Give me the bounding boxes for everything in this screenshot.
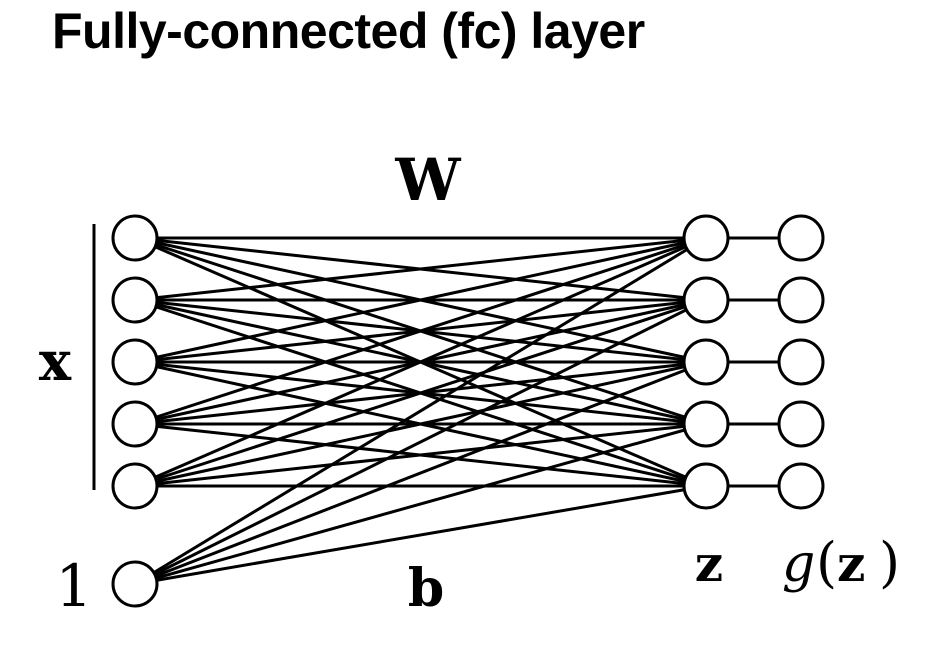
bias-edge (134, 484, 707, 586)
bias-edge (134, 236, 707, 586)
bias-edge (134, 298, 707, 586)
activation-node (777, 400, 825, 448)
weight-edge (134, 298, 707, 488)
weight-edge (134, 236, 707, 488)
weight-edge (134, 236, 707, 364)
pre-activation-node (682, 462, 730, 510)
activation-close-paren: ) (879, 531, 900, 594)
weight-edge (134, 236, 707, 426)
weight-edge (134, 236, 707, 302)
pre-activation-node (682, 214, 730, 262)
nodes-group (111, 214, 825, 608)
input-vector-label: x (39, 329, 72, 393)
input-node (111, 214, 159, 262)
activation-label: g ( z ) (782, 531, 900, 594)
pre-activation-node (682, 276, 730, 324)
input-node (111, 400, 159, 448)
activation-func-label: g (782, 534, 815, 594)
pre-activation-node (682, 338, 730, 386)
activation-open-paren: ( (816, 531, 837, 594)
input-node (111, 462, 159, 510)
input-node (111, 338, 159, 386)
edges-group (134, 236, 801, 586)
bias-edge (134, 360, 707, 586)
activation-arg-label: z (837, 534, 865, 593)
activation-node (777, 462, 825, 510)
bias-node (111, 560, 159, 608)
bias-edge (134, 422, 707, 586)
activation-node (777, 338, 825, 386)
weight-edge (134, 422, 707, 488)
bias-label: b (408, 558, 444, 619)
diagram-title: Fully-connected (fc) layer (52, 3, 645, 59)
bias-input-label: 1 (56, 552, 93, 620)
weights-label: W (394, 146, 461, 214)
activation-node (777, 276, 825, 324)
weight-edge (134, 360, 707, 488)
activation-node (777, 214, 825, 262)
input-node (111, 276, 159, 324)
pre-activation-label: z (695, 534, 723, 593)
pre-activation-node (682, 400, 730, 448)
